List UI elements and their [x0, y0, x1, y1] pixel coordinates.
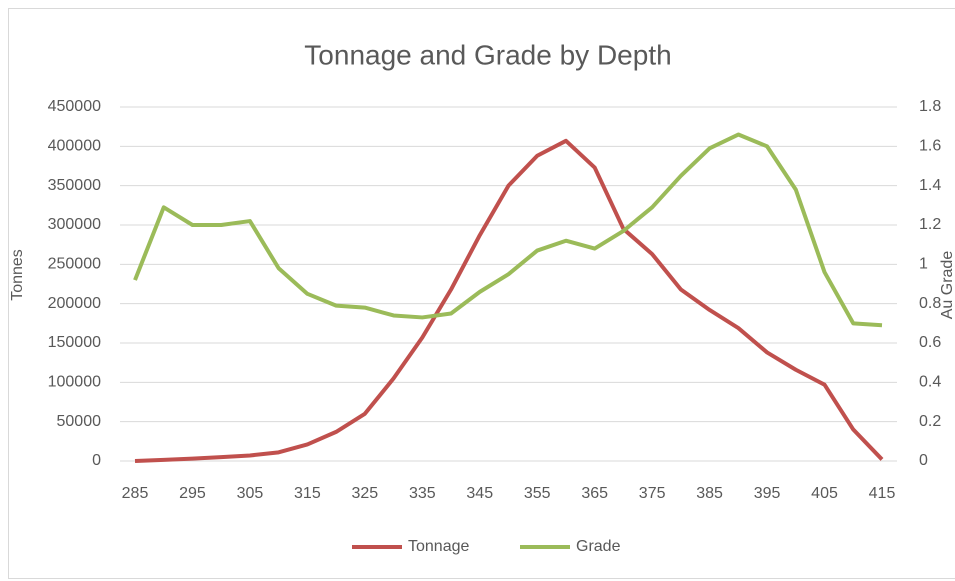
x-tick-label: 375: [639, 485, 666, 502]
y-tick-label: 200000: [48, 295, 101, 312]
y2-tick-label: 1.4: [919, 177, 941, 194]
x-tick-label: 285: [122, 485, 149, 502]
y2-tick-label: 0: [919, 452, 928, 469]
y-tick-label: 100000: [48, 374, 101, 391]
y-tick-label: 300000: [48, 216, 101, 233]
y-tick-label: 0: [92, 452, 101, 469]
x-tick-label: 295: [179, 485, 206, 502]
x-tick-label: 355: [524, 485, 551, 502]
x-tick-label: 305: [237, 485, 264, 502]
x-tick-label: 325: [351, 485, 378, 502]
line-series: [133, 132, 883, 328]
legend-label: Grade: [576, 538, 621, 555]
y2-axis-title: Au Grade: [939, 251, 955, 320]
x-tick-label: 405: [811, 485, 838, 502]
x-tick-label: 365: [581, 485, 608, 502]
y2-tick-label: 0.4: [919, 374, 941, 391]
x-tick-label: 395: [754, 485, 781, 502]
x-tick-label: 335: [409, 485, 436, 502]
y-tick-label: 350000: [48, 177, 101, 194]
x-tick-label: 315: [294, 485, 321, 502]
y2-tick-label: 1.6: [919, 138, 941, 155]
y2-tick-label: 0.6: [919, 334, 941, 351]
y-tick-label: 50000: [57, 413, 102, 430]
legend-label: Tonnage: [408, 538, 469, 555]
chart-frame: [8, 8, 955, 579]
y-tick-label: 450000: [48, 98, 101, 115]
y-tick-label: 150000: [48, 334, 101, 351]
y2-tick-label: 1: [919, 256, 928, 273]
y-tick-label: 250000: [48, 256, 101, 273]
line-series: [134, 138, 884, 463]
x-tick-label: 345: [466, 485, 493, 502]
y2-tick-label: 1.2: [919, 216, 941, 233]
y2-tick-label: 1.8: [919, 98, 941, 115]
y-axis-title: Tonnes: [9, 249, 26, 301]
x-tick-label: 415: [869, 485, 896, 502]
x-tick-label: 385: [696, 485, 723, 502]
chart-title: Tonnage and Grade by Depth: [304, 39, 671, 70]
y2-tick-label: 0.8: [919, 295, 941, 312]
y-tick-label: 400000: [48, 138, 101, 155]
y2-tick-label: 0.2: [919, 413, 941, 430]
